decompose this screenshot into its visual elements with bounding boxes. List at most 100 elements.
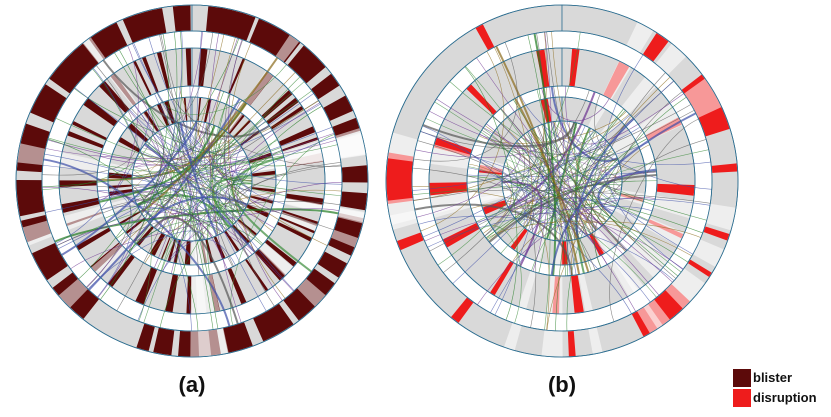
chord-edge [54,208,339,243]
ring-mark [311,73,340,100]
center-edge [550,121,622,189]
ring-mark [16,180,45,217]
center-edge [132,172,252,192]
ring-gap [572,239,603,355]
center-edge [510,149,546,239]
center-edge [506,158,617,207]
chord-edge [179,86,273,232]
center-edge [132,169,221,235]
ring-mark [246,204,269,218]
ring-mark [475,24,495,50]
ring-mark [643,33,669,62]
ring-mark [127,123,149,143]
center-edge [537,121,560,237]
ring-mark [265,239,297,267]
ring-mark [261,90,293,119]
center-edge [536,126,577,240]
chord-edge [134,104,162,203]
chord-edge [412,167,535,232]
chord-edge [42,98,154,190]
center-edge [520,137,623,180]
ring-mark [443,223,480,248]
chord-edge [502,104,692,183]
center-edge [206,122,218,236]
panel-label-a: (a) [179,372,206,397]
center-edge [132,189,212,238]
chord-edge [412,126,641,191]
chord-edge [476,57,602,227]
chord-edge [104,195,242,219]
ring-mark [205,6,256,41]
chord-edge [232,161,341,258]
ring-mark [332,117,361,138]
ring-mark [251,187,276,193]
ring-outline [466,85,658,277]
center-edge [181,165,251,241]
center-edge [137,155,206,240]
chord-edge [514,97,590,273]
ring-mark [490,261,514,296]
chord-edge [542,124,694,255]
ring-gap [594,228,671,329]
chord-edge [422,125,528,229]
chord-edge [488,173,657,243]
chord-edge [165,126,239,219]
chord-edge [434,101,591,234]
center-edge [509,188,622,211]
ring-outline [41,30,343,332]
chord-edge [550,86,619,162]
chord-edge [468,163,512,234]
chord-edge [222,164,342,230]
ring-mark [433,137,472,157]
chord-edge [100,139,337,166]
center-edge [160,121,200,233]
chord-edge [531,170,657,272]
chord-edge [591,144,610,268]
center-edge [509,120,561,211]
chord-edge [467,175,689,263]
chord-edge [92,68,199,331]
center-edge [137,124,212,208]
chord-edge [55,98,150,244]
ring-mark [317,251,347,278]
chord-edge [210,134,252,192]
ring-gap [250,191,366,223]
chord-edge [156,64,287,115]
center-edge [175,123,195,241]
chord-edge [98,147,281,173]
ring-mark [510,228,528,250]
chord-edge [119,49,214,330]
ring-mark [451,297,474,323]
chord-edge [604,54,684,270]
chord-edge [130,32,214,127]
ring-mark [197,97,202,121]
ring-mark [122,8,167,43]
legend-label-disruption: disruption [753,390,817,405]
ring-mark [99,81,130,113]
ring-mark [107,254,135,287]
chord-edge [225,102,321,257]
chord-edge [464,66,518,321]
ring-mark [567,331,576,357]
chord-edge [101,198,180,239]
center-edge [132,138,235,175]
chord-edge [140,31,183,213]
ring-gap [58,220,151,308]
chord-edge [235,120,285,205]
center-edge [573,122,618,205]
ring-mark [656,183,695,196]
ring-gap [503,237,546,351]
ring-mark [183,97,188,121]
chord-edge [486,220,702,240]
chord-edge [418,215,675,281]
chord-edge [132,184,248,205]
chord-edge [133,191,233,267]
chord-edge [134,105,200,241]
center-edge [505,139,606,201]
chord-edge [231,155,313,273]
chord-edge [591,158,677,279]
chord-edge [507,91,596,209]
chord-edge [132,132,335,189]
ring-mark [30,84,67,123]
chord-edge [155,212,228,270]
